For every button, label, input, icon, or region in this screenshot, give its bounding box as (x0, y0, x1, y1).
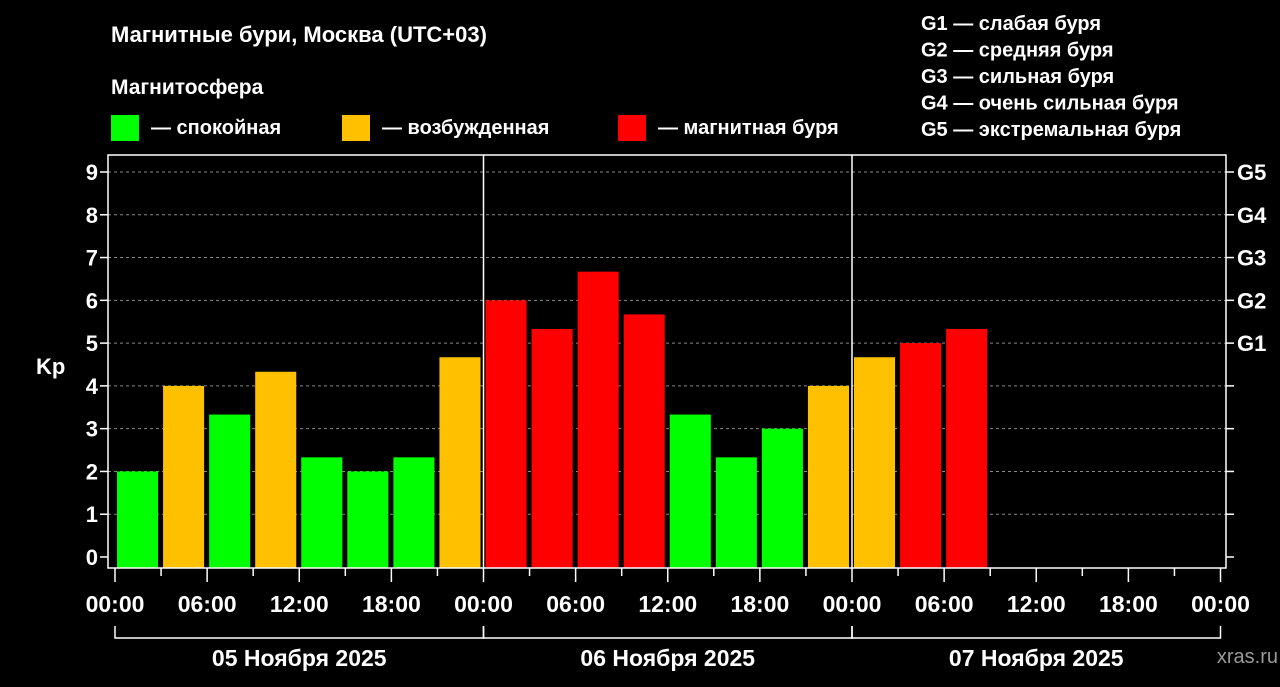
kp-bar (946, 328, 988, 568)
kp-bar (623, 314, 665, 568)
legend-swatch (618, 115, 646, 141)
x-tick-label: 00:00 (86, 591, 145, 617)
kp-bar (439, 357, 481, 568)
storm-scale-item: G4 — очень сильная буря (921, 93, 1179, 115)
x-tick-label: 00:00 (454, 591, 513, 617)
y-tick-label: 0 (86, 545, 98, 570)
x-tick-label: 00:00 (1191, 591, 1250, 617)
legend-label: — возбужденная (382, 117, 549, 139)
day-label: 06 Ноября 2025 (580, 645, 755, 671)
x-tick-label: 12:00 (1007, 591, 1066, 617)
kp-bar (393, 457, 435, 568)
x-tick-label: 18:00 (362, 591, 421, 617)
legend-title: Магнитосфера (111, 76, 264, 99)
y-axis-label: Kp (36, 354, 65, 379)
x-tick-label: 12:00 (270, 591, 329, 617)
kp-bar (900, 343, 942, 568)
x-tick-label: 06:00 (915, 591, 974, 617)
x-tick-label: 00:00 (823, 591, 882, 617)
kp-bar (669, 414, 711, 568)
kp-bar (347, 471, 389, 568)
y-tick-label: 4 (86, 374, 99, 399)
x-tick-label: 12:00 (638, 591, 697, 617)
kp-bar (854, 357, 896, 568)
storm-scale-item: G2 — средняя буря (921, 40, 1114, 62)
y-tick-label: 2 (86, 459, 98, 484)
day-bracket (851, 626, 1222, 639)
kp-bar (531, 328, 573, 568)
legend: — спокойная — возбужденная — магнитная бур… (111, 115, 839, 141)
day-label: 07 Ноября 2025 (949, 645, 1124, 671)
day-bracket (482, 626, 853, 639)
kp-bar (117, 471, 159, 568)
kp-bar (761, 428, 803, 568)
storm-scale-legend: G1 — слабая буря G2 — средняя буря G3 — си… (921, 13, 1181, 141)
x-tick-label: 06:00 (178, 591, 237, 617)
chart-title: Магнитные бури, Москва (UTC+03) (111, 22, 487, 47)
kp-bar (301, 457, 343, 568)
y-tick-label: 7 (86, 246, 98, 271)
g-scale-label: G2 (1237, 288, 1266, 313)
kp-bar (209, 414, 251, 568)
storm-scale-item: G1 — слабая буря (921, 13, 1101, 35)
y-tick-label: 5 (86, 331, 98, 356)
kp-bar (255, 371, 297, 568)
day-label: 05 Ноября 2025 (212, 645, 387, 671)
kp-bar (163, 385, 205, 568)
y-tick-label: 1 (86, 502, 98, 527)
x-tick-label: 06:00 (546, 591, 605, 617)
legend-swatch (342, 115, 370, 141)
legend-label: — спокойная (151, 117, 281, 139)
g-scale-label: G5 (1237, 160, 1266, 185)
y-tick-label: 3 (86, 417, 98, 442)
legend-swatch (111, 115, 139, 141)
kp-bar (807, 385, 849, 568)
y-tick-label: 8 (86, 203, 98, 228)
kp-bar (577, 271, 619, 568)
g-scale-label: G3 (1237, 246, 1266, 271)
kp-bar (715, 457, 757, 568)
g-scale-label: G1 (1237, 331, 1266, 356)
kp-bar (485, 300, 527, 568)
plot-area: 0 1 2 3 4 5 6 7 8 9 G1 G2 G3 G4 G5 00:00 06:00 12:00 18:00… (86, 154, 1267, 671)
watermark: xras.ru (1217, 646, 1278, 668)
x-tick-label: 18:00 (730, 591, 789, 617)
g-scale-label: G4 (1237, 203, 1267, 228)
y-tick-label: 6 (86, 288, 98, 313)
legend-label: — магнитная буря (658, 117, 839, 139)
storm-scale-item: G3 — сильная буря (921, 66, 1114, 88)
x-tick-label: 18:00 (1099, 591, 1158, 617)
day-bracket (114, 626, 485, 639)
y-tick-label: 9 (86, 160, 98, 185)
storm-scale-item: G5 — экстремальная буря (921, 119, 1181, 141)
